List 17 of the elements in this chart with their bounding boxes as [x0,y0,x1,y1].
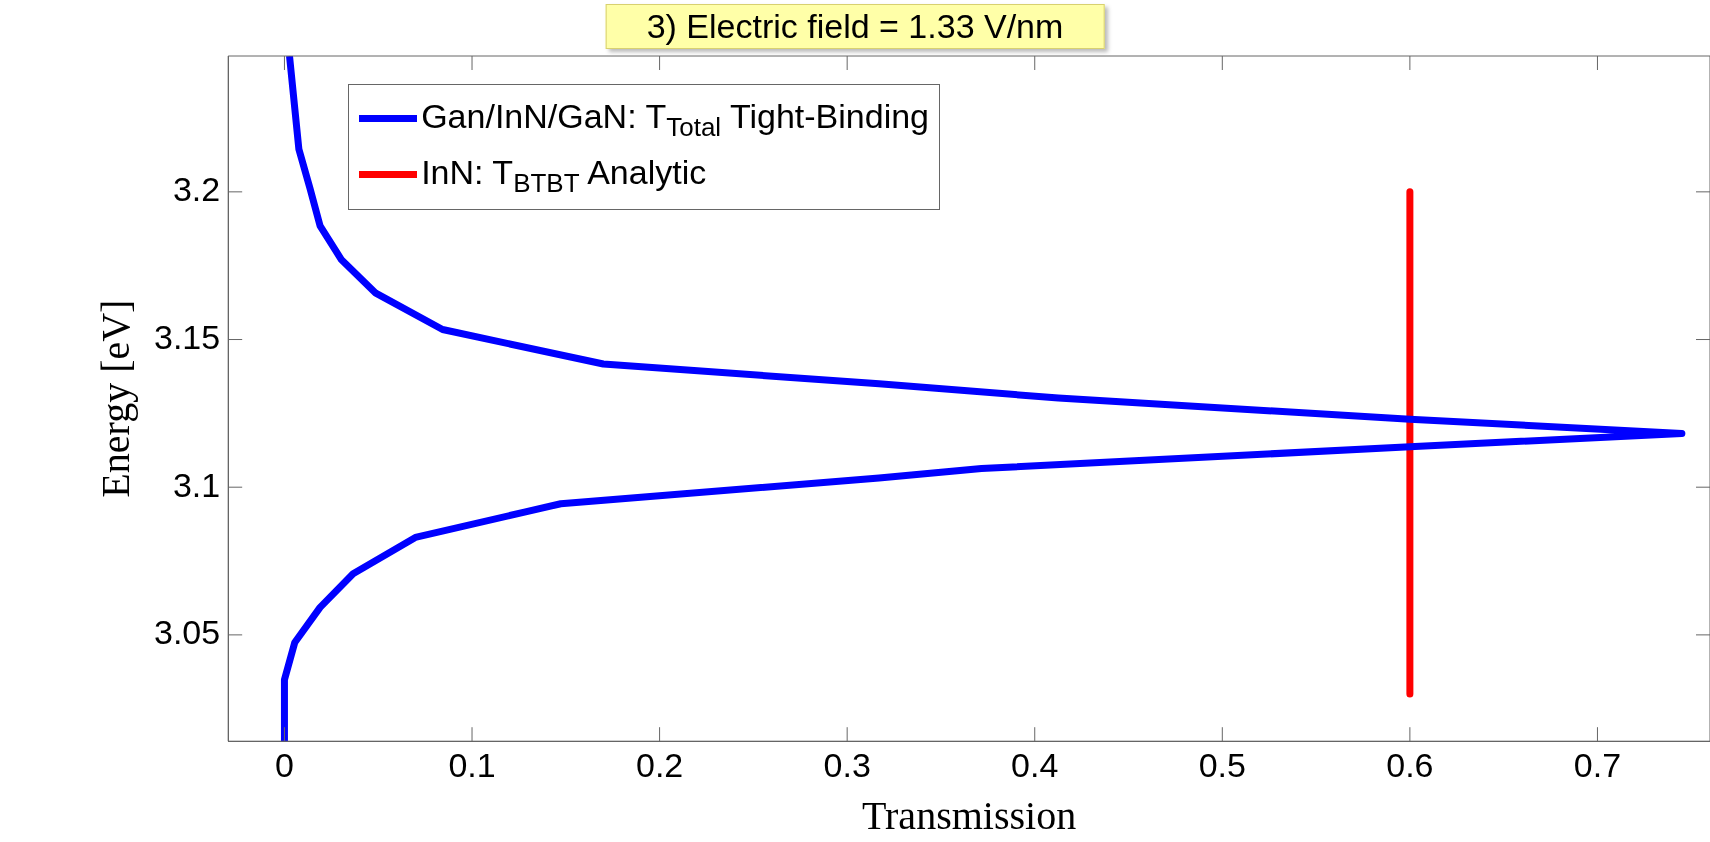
x-tick-label: 0 [274,745,294,784]
y-tick-label: 3.05 [153,613,221,652]
y-tick-label: 3.2 [172,170,221,209]
chart-title: 3) Electric field = 1.33 V/nm [605,4,1105,49]
y-tick-label: 3.15 [153,317,221,356]
x-axis-title: Transmission [862,792,1077,838]
y-tick-label: 3.1 [172,465,221,504]
x-tick-label: 0.5 [1198,745,1246,784]
x-tick-label: 0.1 [448,745,496,784]
legend-label: InN: T$_{BTBT}$ Analytic [421,151,707,200]
x-tick-label: 0.4 [1011,745,1059,784]
legend-label: Gan/InN/GaN: T$_{Total}$ Tight-Binding [421,96,930,144]
x-tick-label: 0.7 [1573,745,1622,784]
x-tick-label: 0.3 [823,745,871,784]
y-axis-title: Energy [eV] [92,299,138,498]
x-tick-label: 0.6 [1386,745,1434,784]
x-tick-label: 0.2 [635,745,684,784]
